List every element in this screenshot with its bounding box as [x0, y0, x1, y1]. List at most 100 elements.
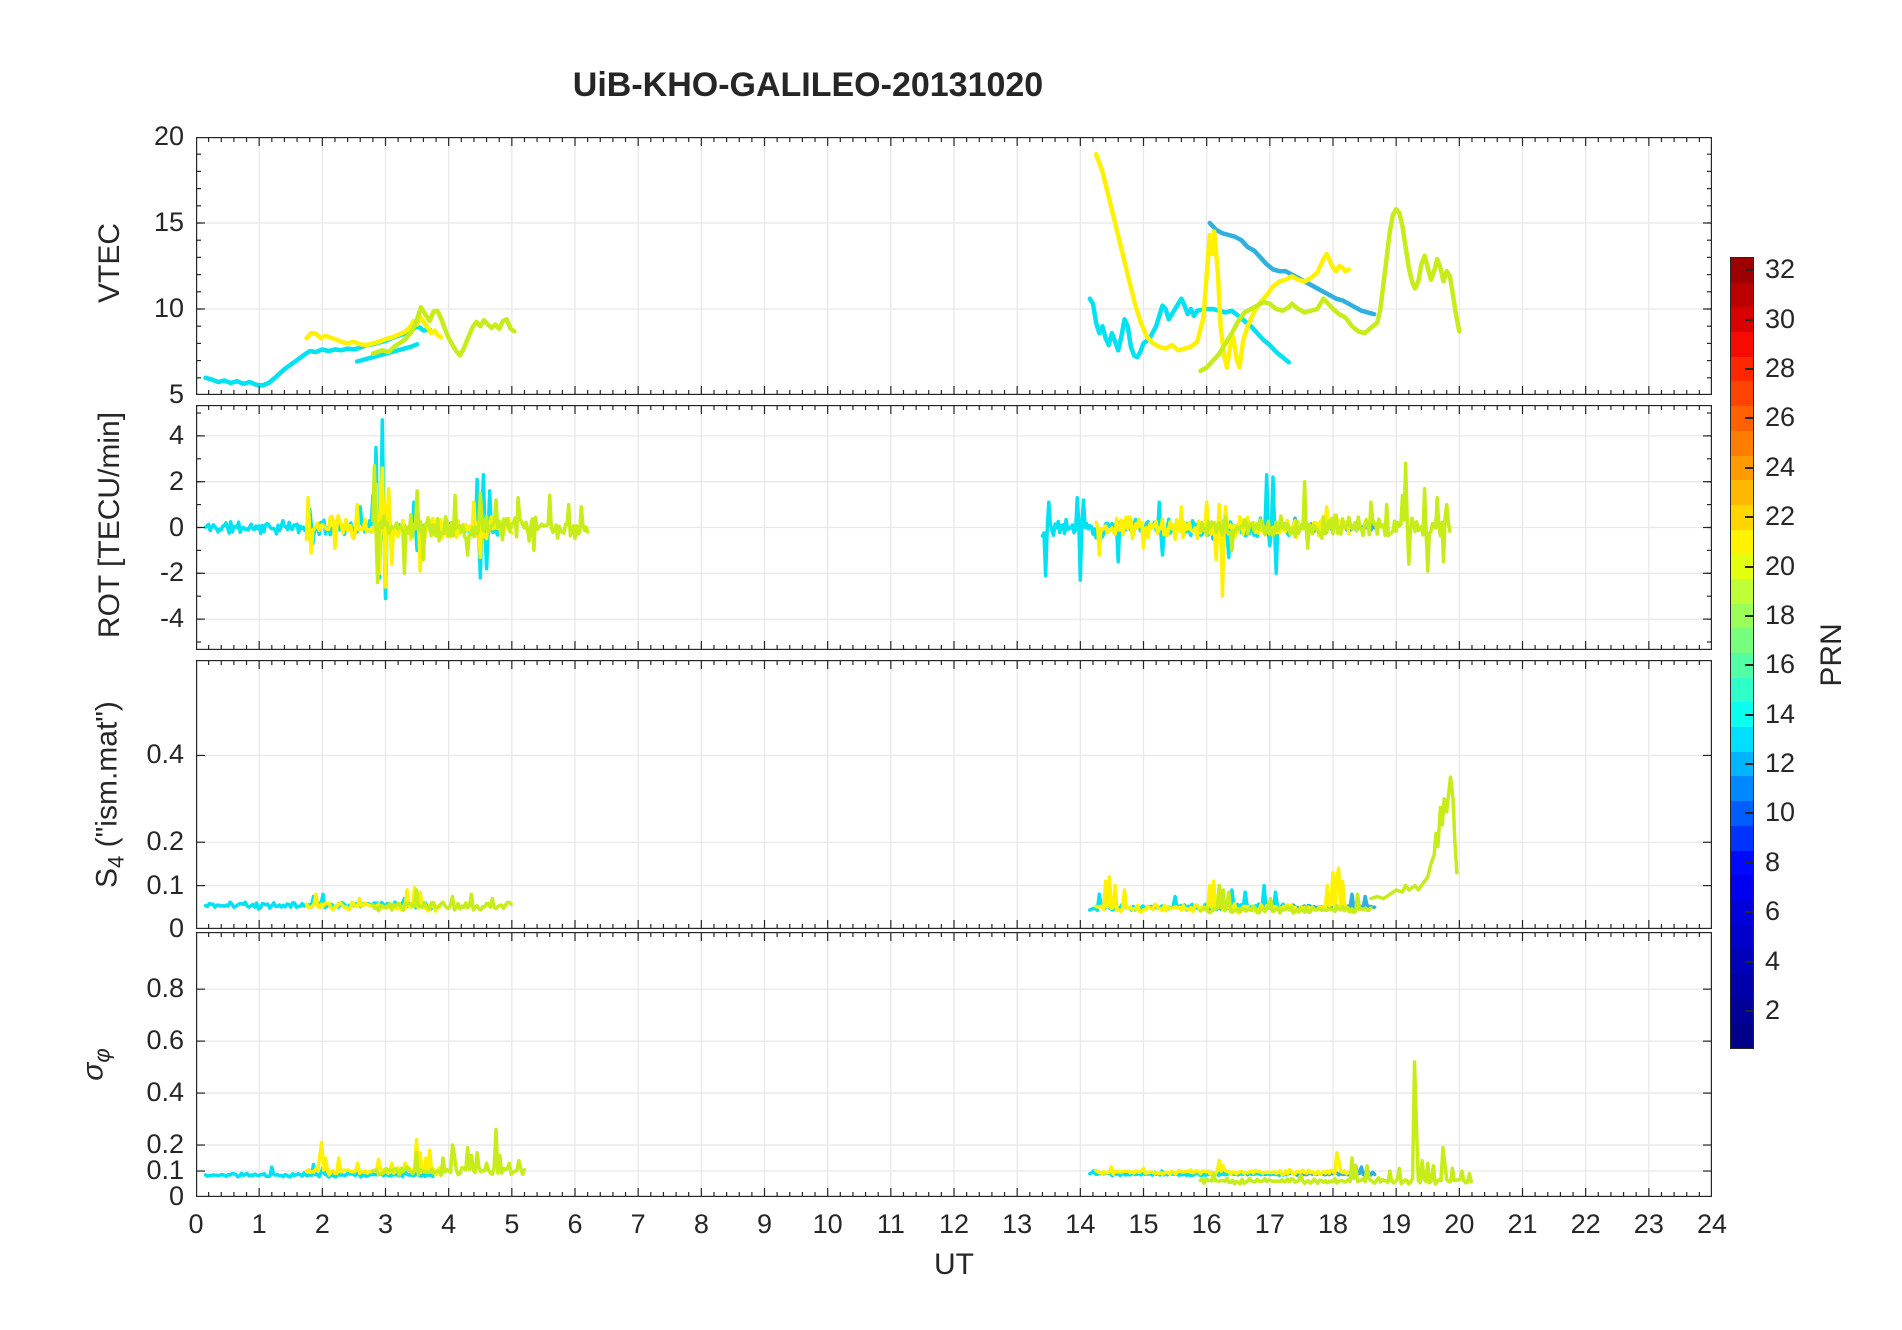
colorbar-tick-10: [1745, 812, 1753, 815]
series-vtec-green-trace-left: [370, 305, 517, 358]
ytick-label-rot-0: 0: [168, 511, 184, 542]
colorbar-cell-prn-23: [1731, 480, 1753, 505]
colorbar-cell-prn-10: [1731, 801, 1753, 826]
colorbar-tick-label-6: 6: [1765, 896, 1781, 927]
colorbar-cell-prn-21: [1731, 529, 1753, 555]
colorbar-cell-prn-30: [1731, 307, 1753, 333]
ytick-label-sigma-0.4: 0.4: [146, 1077, 184, 1108]
ytick-label-sigma-0.2: 0.2: [146, 1129, 184, 1160]
colorbar-tick-label-20: 20: [1765, 550, 1796, 581]
xtick-label-6: 6: [567, 1209, 583, 1239]
y-label-suffix: ("ism.mat"): [90, 700, 124, 856]
colorbar-cell-prn-13: [1731, 727, 1753, 752]
colorbar-cell-prn-32: [1731, 258, 1753, 283]
colorbar-tick-label-18: 18: [1765, 599, 1796, 630]
colorbar-cell-prn-26: [1731, 406, 1753, 431]
xtick-label-16: 16: [1191, 1209, 1222, 1239]
colorbar-cell-prn-1: [1731, 1023, 1753, 1048]
colorbar-cell-prn-20: [1731, 554, 1753, 579]
xtick-label-21: 21: [1507, 1209, 1538, 1239]
colorbar-tick-label-26: 26: [1765, 402, 1796, 433]
ytick-label-sigma-0: 0: [168, 1181, 184, 1211]
xtick-label-10: 10: [812, 1209, 843, 1239]
colorbar-tick-24: [1745, 466, 1753, 469]
series-sigma-yellow-trace-right: [1094, 1151, 1350, 1177]
colorbar-tick-label-32: 32: [1765, 254, 1796, 285]
colorbar-cell-prn-4: [1731, 949, 1753, 974]
colorbar-tick-14: [1745, 713, 1753, 716]
colorbar-cell-prn-9: [1731, 825, 1753, 851]
series-vtec-green-trace-right: [1198, 206, 1462, 374]
y-label-text: σ: [76, 1062, 110, 1081]
ytick-label-vtec-15: 15: [153, 207, 184, 237]
xtick-label-15: 15: [1128, 1209, 1159, 1239]
xtick-label-1: 1: [251, 1209, 267, 1239]
colorbar-cell-prn-2: [1731, 998, 1753, 1024]
colorbar-cell-prn-5: [1731, 924, 1753, 950]
xtick-label-12: 12: [938, 1209, 970, 1239]
series-s4-green-trace-right-tail: [1369, 775, 1459, 901]
xtick-label-14: 14: [1065, 1209, 1096, 1239]
ytick-label-vtec-20: 20: [153, 121, 184, 151]
ytick-label-rot--4: -4: [159, 603, 184, 634]
colorbar-cell-prn-11: [1731, 776, 1753, 802]
colorbar-cell-prn-12: [1731, 751, 1753, 777]
series-s4-cyan-trace-left: [203, 892, 435, 911]
y-label-subscript: φ: [89, 1047, 115, 1063]
panel-s4-plot: [196, 660, 1712, 929]
colorbar-tick-12: [1745, 763, 1753, 766]
xtick-label-9: 9: [756, 1209, 773, 1239]
panel-rot-plot: [196, 405, 1712, 650]
colorbar-tick-label-22: 22: [1765, 501, 1796, 532]
colorbar-label: PRN: [1815, 623, 1848, 687]
ytick-label-s4-0.1: 0.1: [146, 869, 184, 900]
xtick-label-22: 22: [1570, 1209, 1601, 1239]
colorbar-cell-prn-16: [1731, 653, 1753, 678]
series-s4-green-trace-right: [1198, 883, 1373, 915]
colorbar-tick-30: [1745, 318, 1753, 321]
colorbar-cell-prn-18: [1731, 603, 1753, 629]
colorbar-tick-18: [1745, 614, 1753, 617]
colorbar-cell-prn-6: [1731, 899, 1753, 925]
y-axis-label-sigma: σφ: [77, 864, 116, 1264]
colorbar-tick-22: [1745, 516, 1753, 519]
xtick-label-19: 19: [1381, 1209, 1412, 1239]
ytick-label-rot--2: -2: [159, 557, 184, 588]
colorbar-tick-label-10: 10: [1765, 797, 1796, 828]
colorbar-cell-prn-28: [1731, 356, 1753, 382]
xtick-label-0: 0: [188, 1209, 204, 1239]
ytick-label-sigma-0.6: 0.6: [146, 1025, 184, 1056]
colorbar-tick-4: [1745, 960, 1753, 963]
colorbar-cell-prn-19: [1731, 578, 1753, 604]
series-sigma-green-trace-right: [1198, 1060, 1474, 1186]
colorbar-tick-28: [1745, 368, 1753, 371]
colorbar-tick-label-24: 24: [1765, 451, 1796, 482]
xtick-label-23: 23: [1633, 1209, 1664, 1239]
series-rot-cyan-trace-left: [203, 418, 505, 601]
colorbar-tick-16: [1745, 664, 1753, 667]
xtick-label-11: 11: [876, 1209, 905, 1239]
colorbar-cell-prn-25: [1731, 430, 1753, 456]
series-rot-green-trace-right: [1198, 461, 1452, 573]
series-vtec-yellow-trace-left: [304, 314, 444, 348]
ytick-label-sigma-0.1: 0.1: [146, 1155, 184, 1186]
colorbar-tick-26: [1745, 417, 1753, 420]
colorbar-tick-label-28: 28: [1765, 353, 1796, 384]
colorbar-tick-label-4: 4: [1765, 945, 1781, 976]
xtick-label-18: 18: [1317, 1209, 1349, 1239]
colorbar-tick-label-2: 2: [1765, 994, 1781, 1025]
colorbar-tick-label-14: 14: [1765, 698, 1796, 729]
series-vtec-yellow-trace-right: [1093, 151, 1352, 370]
xtick-label-20: 20: [1444, 1209, 1475, 1239]
series-s4-green-trace-left: [371, 888, 513, 913]
colorbar-tick-2: [1745, 1009, 1753, 1012]
xtick-label-13: 13: [1002, 1209, 1033, 1239]
series-sigma-cyan-trace-left: [203, 1162, 435, 1179]
xtick-label-4: 4: [441, 1209, 457, 1239]
y-label-text: VTEC: [93, 223, 126, 304]
xtick-label-24: 24: [1696, 1209, 1728, 1239]
colorbar-tick-label-16: 16: [1765, 649, 1796, 680]
colorbar-cell-prn-17: [1731, 628, 1753, 653]
colorbar: [1730, 257, 1754, 1049]
